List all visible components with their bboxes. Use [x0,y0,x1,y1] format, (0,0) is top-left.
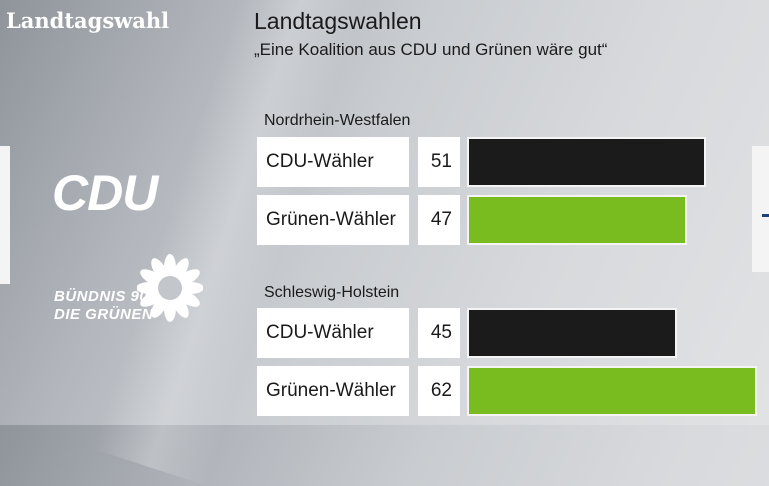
region-label-nrw: Nordrhein-Westfalen [264,112,411,129]
bar [467,137,706,187]
bar-value-label: 51 [418,137,460,187]
bar-label: CDU-Wähler [257,137,409,187]
gruene-logo-line2: DIE GRÜNEN [54,306,154,323]
bar [467,308,677,358]
bar-label: Grünen-Wähler [257,366,409,416]
bar-fill [469,139,704,185]
page-title: Landtagswahlen [254,8,422,34]
chart-subtitle: „Eine Koalition aus CDU und Grünen wäre … [254,40,608,59]
bar [467,195,687,245]
bar-fill [469,197,685,243]
region-label-sh: Schleswig-Holstein [264,284,400,301]
bar-fill [469,310,675,356]
bar-value-label: 45 [418,308,460,358]
left-panel-edge [0,146,10,284]
bar-label: CDU-Wähler [257,308,409,358]
bar-value-label: 47 [418,195,460,245]
gruene-logo-line1: BÜNDNIS 90 [54,288,149,305]
bar-fill [469,368,755,414]
bar-value-label: 62 [418,366,460,416]
sunflower-icon [137,254,203,322]
bar [467,366,757,416]
gruene-logo: BÜNDNIS 90 DIE GRÜNEN [54,288,153,324]
cdu-logo: CDU [52,165,158,221]
right-panel-mark [762,214,769,217]
right-panel-edge [752,146,769,272]
corner-title: Landtagswahl [6,8,170,33]
bar-label: Grünen-Wähler [257,195,409,245]
